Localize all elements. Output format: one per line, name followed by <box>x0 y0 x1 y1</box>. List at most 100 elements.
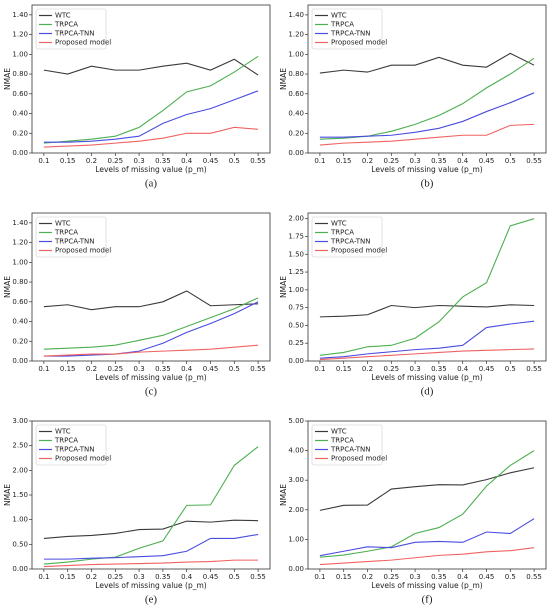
series-line <box>319 348 535 361</box>
y-tick-label: 0.60 <box>12 298 28 306</box>
y-tick-label: 0.80 <box>12 70 28 78</box>
y-tick-label: 0.00 <box>288 565 304 573</box>
x-tick-label: 0.55 <box>526 365 542 373</box>
x-tick-label: 0.1 <box>314 157 325 165</box>
x-tick-label: 0.15 <box>336 573 352 581</box>
x-tick-label: 0.1 <box>38 573 49 581</box>
x-tick-label: 0.4 <box>457 573 469 581</box>
plot-frame <box>307 212 547 362</box>
y-tick-label: 0.75 <box>288 304 304 312</box>
x-tick-label: 0.3 <box>134 573 145 581</box>
y-tick-label: 0.80 <box>288 70 304 78</box>
x-tick-label: 0.5 <box>505 157 516 165</box>
y-tick-label: 1.00 <box>12 50 28 58</box>
x-tick-label: 0.4 <box>181 573 193 581</box>
y-tick-label: 4.00 <box>288 447 304 455</box>
y-tick-label: 1.00 <box>288 286 304 294</box>
x-tick-label: 0.45 <box>203 157 219 165</box>
y-tick-label: 0.50 <box>12 540 28 548</box>
y-tick-label: 2.50 <box>12 442 28 450</box>
x-tick-label: 0.55 <box>250 573 266 581</box>
x-tick-label: 0.5 <box>505 365 516 373</box>
series-line <box>319 218 535 356</box>
y-axis-label: NMAE <box>279 276 288 298</box>
x-axis-label: Levels of missing value (p_m) <box>371 165 483 174</box>
x-tick-label: 0.2 <box>86 573 97 581</box>
y-tick-label: 1.75 <box>288 232 304 240</box>
plot-frame <box>307 420 547 570</box>
x-tick-label: 0.15 <box>60 157 76 165</box>
x-tick-label: 0.3 <box>410 365 421 373</box>
legend-label: Proposed model <box>55 39 111 47</box>
y-tick-label: 1.20 <box>288 31 304 39</box>
x-tick-label: 0.2 <box>86 365 97 373</box>
plot-frame <box>31 4 271 154</box>
y-tick-label: 2.00 <box>288 506 304 514</box>
x-tick-label: 0.5 <box>229 573 240 581</box>
series-line <box>319 518 535 557</box>
series-line <box>319 123 535 146</box>
legend-label: TRPCA <box>330 229 354 237</box>
x-tick-label: 0.55 <box>526 573 542 581</box>
y-tick-label: 0.20 <box>12 337 28 345</box>
caption: (d) <box>421 386 434 398</box>
x-tick-label: 0.3 <box>410 157 421 165</box>
series-line <box>43 55 259 144</box>
y-tick-label: 1.40 <box>12 11 28 19</box>
y-tick-label: 2.00 <box>12 466 28 474</box>
legend-box <box>311 424 383 466</box>
x-tick-label: 0.55 <box>250 365 266 373</box>
y-tick-label: 1.00 <box>12 258 28 266</box>
series-line <box>319 304 535 318</box>
plot-frame <box>307 4 547 154</box>
x-tick-label: 0.45 <box>479 573 495 581</box>
x-tick-label: 0.25 <box>384 365 400 373</box>
series-line <box>319 320 535 359</box>
x-tick-label: 0.15 <box>60 365 76 373</box>
y-tick-label: 1.50 <box>12 491 28 499</box>
series-line <box>43 297 259 350</box>
legend-label: TRPCA <box>330 437 354 445</box>
x-tick-label: 0.1 <box>38 365 49 373</box>
y-tick-label: 1.40 <box>12 219 28 227</box>
legend-label: Proposed model <box>55 455 111 463</box>
x-tick-label: 0.15 <box>336 365 352 373</box>
y-axis-label: NMAE <box>279 68 288 90</box>
legend-box <box>311 216 383 258</box>
caption: (b) <box>421 178 434 190</box>
x-axis-label: Levels of missing value (p_m) <box>95 373 207 382</box>
legend-label: Proposed model <box>331 455 387 463</box>
legend-label: TRPCA-TNN <box>54 446 95 454</box>
y-tick-label: 0.60 <box>288 90 304 98</box>
y-tick-label: 0.80 <box>12 278 28 286</box>
legend-label: Proposed model <box>55 247 111 255</box>
series-line <box>319 547 535 566</box>
y-tick-label: 3.00 <box>288 476 304 484</box>
series-line <box>43 559 259 568</box>
plot-frame <box>31 212 271 362</box>
x-axis-label: Levels of missing value (p_m) <box>95 581 207 590</box>
y-tick-label: 1.40 <box>288 11 304 19</box>
x-tick-label: 0.25 <box>384 573 400 581</box>
legend-label: TRPCA-TNN <box>54 238 95 246</box>
caption: (f) <box>422 594 433 606</box>
x-tick-label: 0.35 <box>431 365 447 373</box>
x-tick-label: 0.55 <box>250 157 266 165</box>
y-tick-label: 0.20 <box>12 129 28 137</box>
legend-label: TRPCA <box>54 437 78 445</box>
legend-label: TRPCA <box>54 229 78 237</box>
x-tick-label: 0.45 <box>479 157 495 165</box>
y-tick-label: 3.00 <box>12 417 28 425</box>
y-tick-label: 0.40 <box>288 110 304 118</box>
legend-label: WTC <box>331 220 347 228</box>
y-tick-label: 0.40 <box>12 318 28 326</box>
x-tick-label: 0.5 <box>229 157 240 165</box>
x-tick-label: 0.4 <box>181 365 193 373</box>
x-tick-label: 0.35 <box>155 157 171 165</box>
x-tick-label: 0.1 <box>314 365 325 373</box>
legend-box <box>35 424 107 466</box>
legend-label: WTC <box>55 12 71 20</box>
x-tick-label: 0.25 <box>384 157 400 165</box>
legend-label: TRPCA-TNN <box>330 446 371 454</box>
